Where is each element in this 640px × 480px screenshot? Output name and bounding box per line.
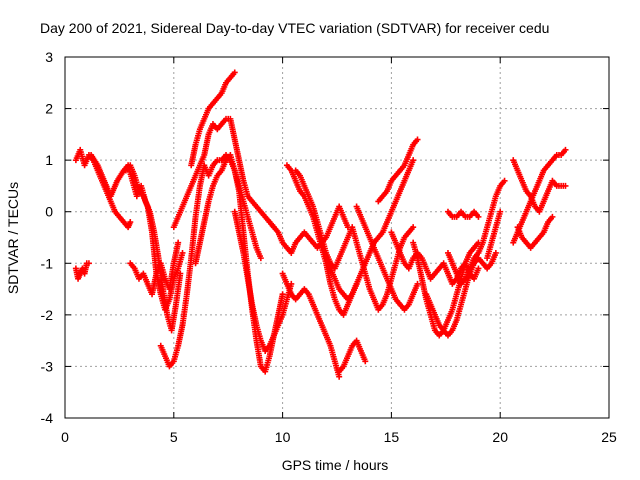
plot-frame xyxy=(64,56,610,419)
x-tick-label: 20 xyxy=(492,429,508,445)
data-point-marker xyxy=(257,255,264,262)
y-tick-label: -1 xyxy=(41,255,54,271)
data-point-marker xyxy=(475,265,482,272)
series-track-21 xyxy=(410,239,482,339)
series-track-18 xyxy=(353,203,421,313)
x-tick-label: 5 xyxy=(170,429,178,445)
series-track-25 xyxy=(484,208,504,262)
series-track-16 xyxy=(323,157,417,303)
series-track-03 xyxy=(88,151,184,334)
data-point-marker xyxy=(497,208,504,215)
data-point-marker xyxy=(549,213,556,220)
series-track-23 xyxy=(444,177,508,287)
data-point-marker xyxy=(492,249,499,256)
series-track-12 xyxy=(266,203,351,256)
series-track-07 xyxy=(170,115,277,231)
data-point-marker xyxy=(177,270,184,277)
y-tick-label: 3 xyxy=(45,49,53,65)
series-track-02 xyxy=(72,260,92,282)
data-point-marker xyxy=(179,249,186,256)
data-point-marker xyxy=(414,136,421,143)
series-track-28 xyxy=(514,213,556,251)
series-track-22 xyxy=(423,249,499,339)
series-track-15 xyxy=(292,167,417,313)
y-axis-label: SDTVAR / TECUs xyxy=(5,182,21,294)
x-tick-label: 10 xyxy=(275,429,291,445)
data-point-marker xyxy=(562,146,569,153)
data-point-marker xyxy=(475,213,482,220)
data-point-marker xyxy=(562,182,569,189)
data-point-marker xyxy=(127,219,134,226)
axis-ticks xyxy=(64,56,610,419)
series-track-19 xyxy=(375,136,421,205)
data-point-marker xyxy=(279,291,286,298)
data-point-marker xyxy=(501,177,508,184)
data-point-marker xyxy=(175,239,182,246)
tick-labels: 0 5 10 15 20 25 -4 -3 -2 -1 0 1 2 3 xyxy=(41,49,617,445)
series-track-05 xyxy=(127,239,182,298)
series-track-01 xyxy=(72,146,134,231)
series-track-24 xyxy=(444,208,482,220)
y-tick-label: -4 xyxy=(41,410,54,426)
y-tick-label: 0 xyxy=(45,204,53,220)
x-tick-label: 0 xyxy=(61,429,69,445)
x-axis-label: GPS time / hours xyxy=(282,457,389,473)
data-series xyxy=(72,69,569,380)
series-track-17 xyxy=(336,337,369,375)
y-tick-label: 1 xyxy=(45,152,53,168)
x-tick-label: 15 xyxy=(384,429,400,445)
series-track-11 xyxy=(231,208,295,354)
data-point-marker xyxy=(410,157,417,164)
series-track-10 xyxy=(192,151,264,267)
chart-title: Day 200 of 2021, Sidereal Day-to-day VTE… xyxy=(40,20,549,36)
data-point-marker xyxy=(336,373,343,380)
y-tick-label: -2 xyxy=(41,307,54,323)
y-tick-label: -3 xyxy=(41,358,54,374)
y-tick-label: 2 xyxy=(45,101,53,117)
data-point-marker xyxy=(414,280,421,287)
series-track-13 xyxy=(279,270,343,380)
data-point-marker xyxy=(85,260,92,267)
data-point-marker xyxy=(410,224,417,231)
series-track-27 xyxy=(510,157,569,215)
data-point-marker xyxy=(362,358,369,365)
series-track-08 xyxy=(188,69,238,169)
x-tick-label: 25 xyxy=(601,429,617,445)
data-point-marker xyxy=(231,69,238,76)
